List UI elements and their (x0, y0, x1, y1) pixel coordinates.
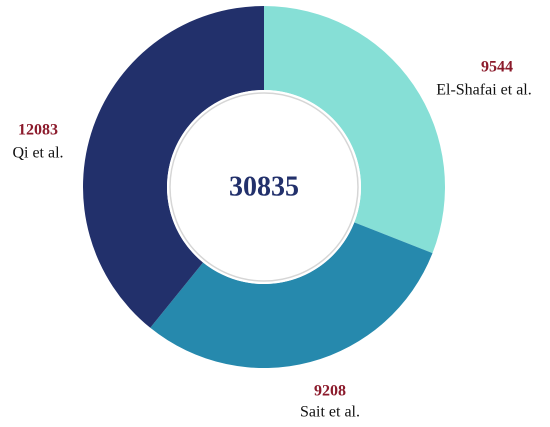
category-label: Qi et al. (12, 145, 63, 162)
inner-ring (169, 92, 359, 282)
donut-segment (264, 6, 446, 254)
category-label: Sait et al. (300, 404, 360, 421)
donut-segment (82, 5, 264, 328)
value-label: 12083 (18, 122, 58, 139)
category-label: El-Shafai et al. (436, 82, 532, 99)
value-label: 9544 (481, 59, 513, 76)
donut-segment (150, 222, 433, 369)
value-label: 9208 (314, 383, 346, 400)
total-label: 30835 (229, 171, 299, 202)
inner-disc (167, 90, 361, 284)
segments (82, 5, 446, 369)
